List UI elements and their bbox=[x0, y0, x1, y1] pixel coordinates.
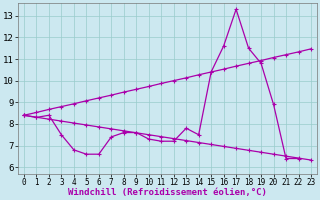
X-axis label: Windchill (Refroidissement éolien,°C): Windchill (Refroidissement éolien,°C) bbox=[68, 188, 267, 197]
